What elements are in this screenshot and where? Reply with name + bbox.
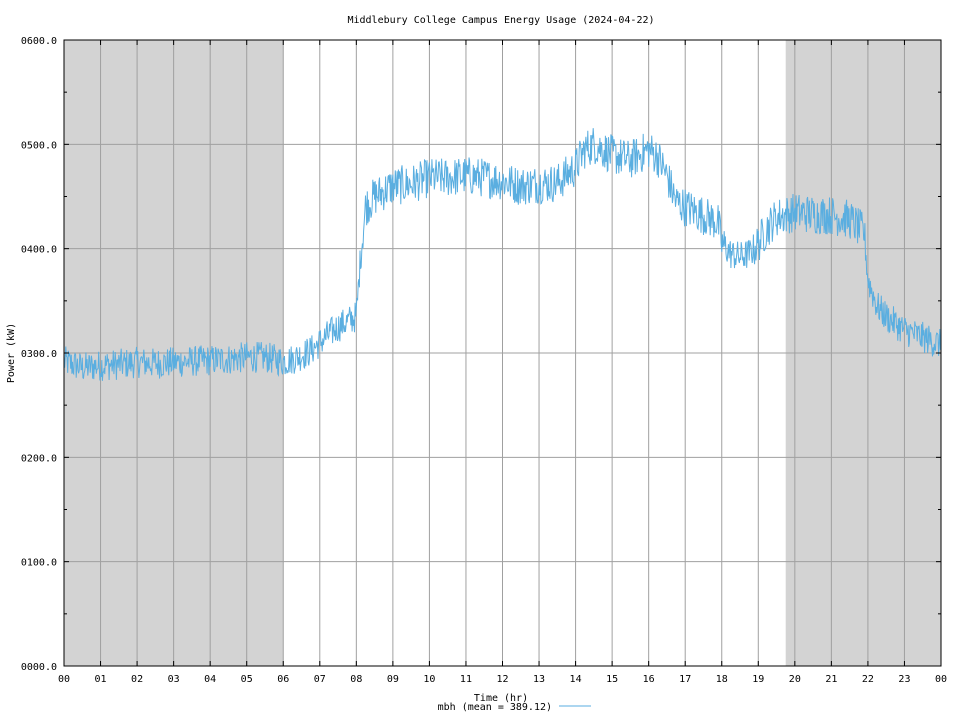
y-tick-label-6: 0600.0 [21, 36, 57, 47]
x-tick-label-2: 02 [131, 674, 143, 685]
y-tick-label-2: 0200.0 [21, 453, 57, 464]
y-tick-labels: 0000.0 0100.0 0200.0 0300.0 0400.0 0500.0 0600… [21, 36, 57, 673]
y-tick-label-5: 0500.0 [21, 140, 57, 151]
x-tick-label-11: 11 [460, 674, 472, 685]
x-tick-label-17: 17 [679, 674, 691, 685]
legend: mbh (mean = 389.12) [438, 702, 591, 713]
x-tick-label-16: 16 [643, 674, 655, 685]
axis-ticks [63, 39, 942, 667]
x-tick-label-5: 05 [241, 674, 253, 685]
legend-label: mbh (mean = 389.12) [438, 702, 552, 713]
x-tick-labels: 00 01 02 03 04 05 06 07 08 09 10 11 12 13 14 15 16 17 18 19… [58, 674, 947, 685]
x-tick-label-7: 07 [314, 674, 326, 685]
series-line-mbh [63, 128, 942, 381]
x-tick-label-1: 01 [95, 674, 107, 685]
y-tick-label-3: 0300.0 [21, 349, 57, 360]
x-tick-label-20: 20 [789, 674, 801, 685]
x-tick-label-9: 09 [387, 674, 399, 685]
y-tick-label-0: 0000.0 [21, 662, 57, 673]
x-tick-label-15: 15 [606, 674, 618, 685]
x-tick-label-23: 23 [898, 674, 910, 685]
x-axis-label: Time (hr) [474, 693, 528, 704]
chart-title: Middlebury College Campus Energy Usage (… [347, 15, 654, 26]
x-tick-label-12: 12 [496, 674, 508, 685]
x-tick-label-0: 00 [58, 674, 70, 685]
x-tick-label-6: 06 [277, 674, 289, 685]
x-tick-label-13: 13 [533, 674, 545, 685]
x-tick-label-22: 22 [862, 674, 874, 685]
y-tick-label-1: 0100.0 [21, 558, 57, 569]
x-tick-label-8: 08 [350, 674, 362, 685]
y-axis-label: Power (kW) [6, 323, 17, 383]
x-tick-label-21: 21 [825, 674, 837, 685]
x-tick-label-18: 18 [716, 674, 728, 685]
x-tick-label-10: 10 [423, 674, 435, 685]
x-tick-label-14: 14 [570, 674, 582, 685]
y-tick-label-4: 0400.0 [21, 245, 57, 256]
x-tick-label-19: 19 [752, 674, 764, 685]
x-tick-label-3: 03 [168, 674, 180, 685]
grid-lines [64, 40, 941, 666]
x-tick-label-4: 04 [204, 674, 216, 685]
x-tick-label-24: 00 [935, 674, 947, 685]
